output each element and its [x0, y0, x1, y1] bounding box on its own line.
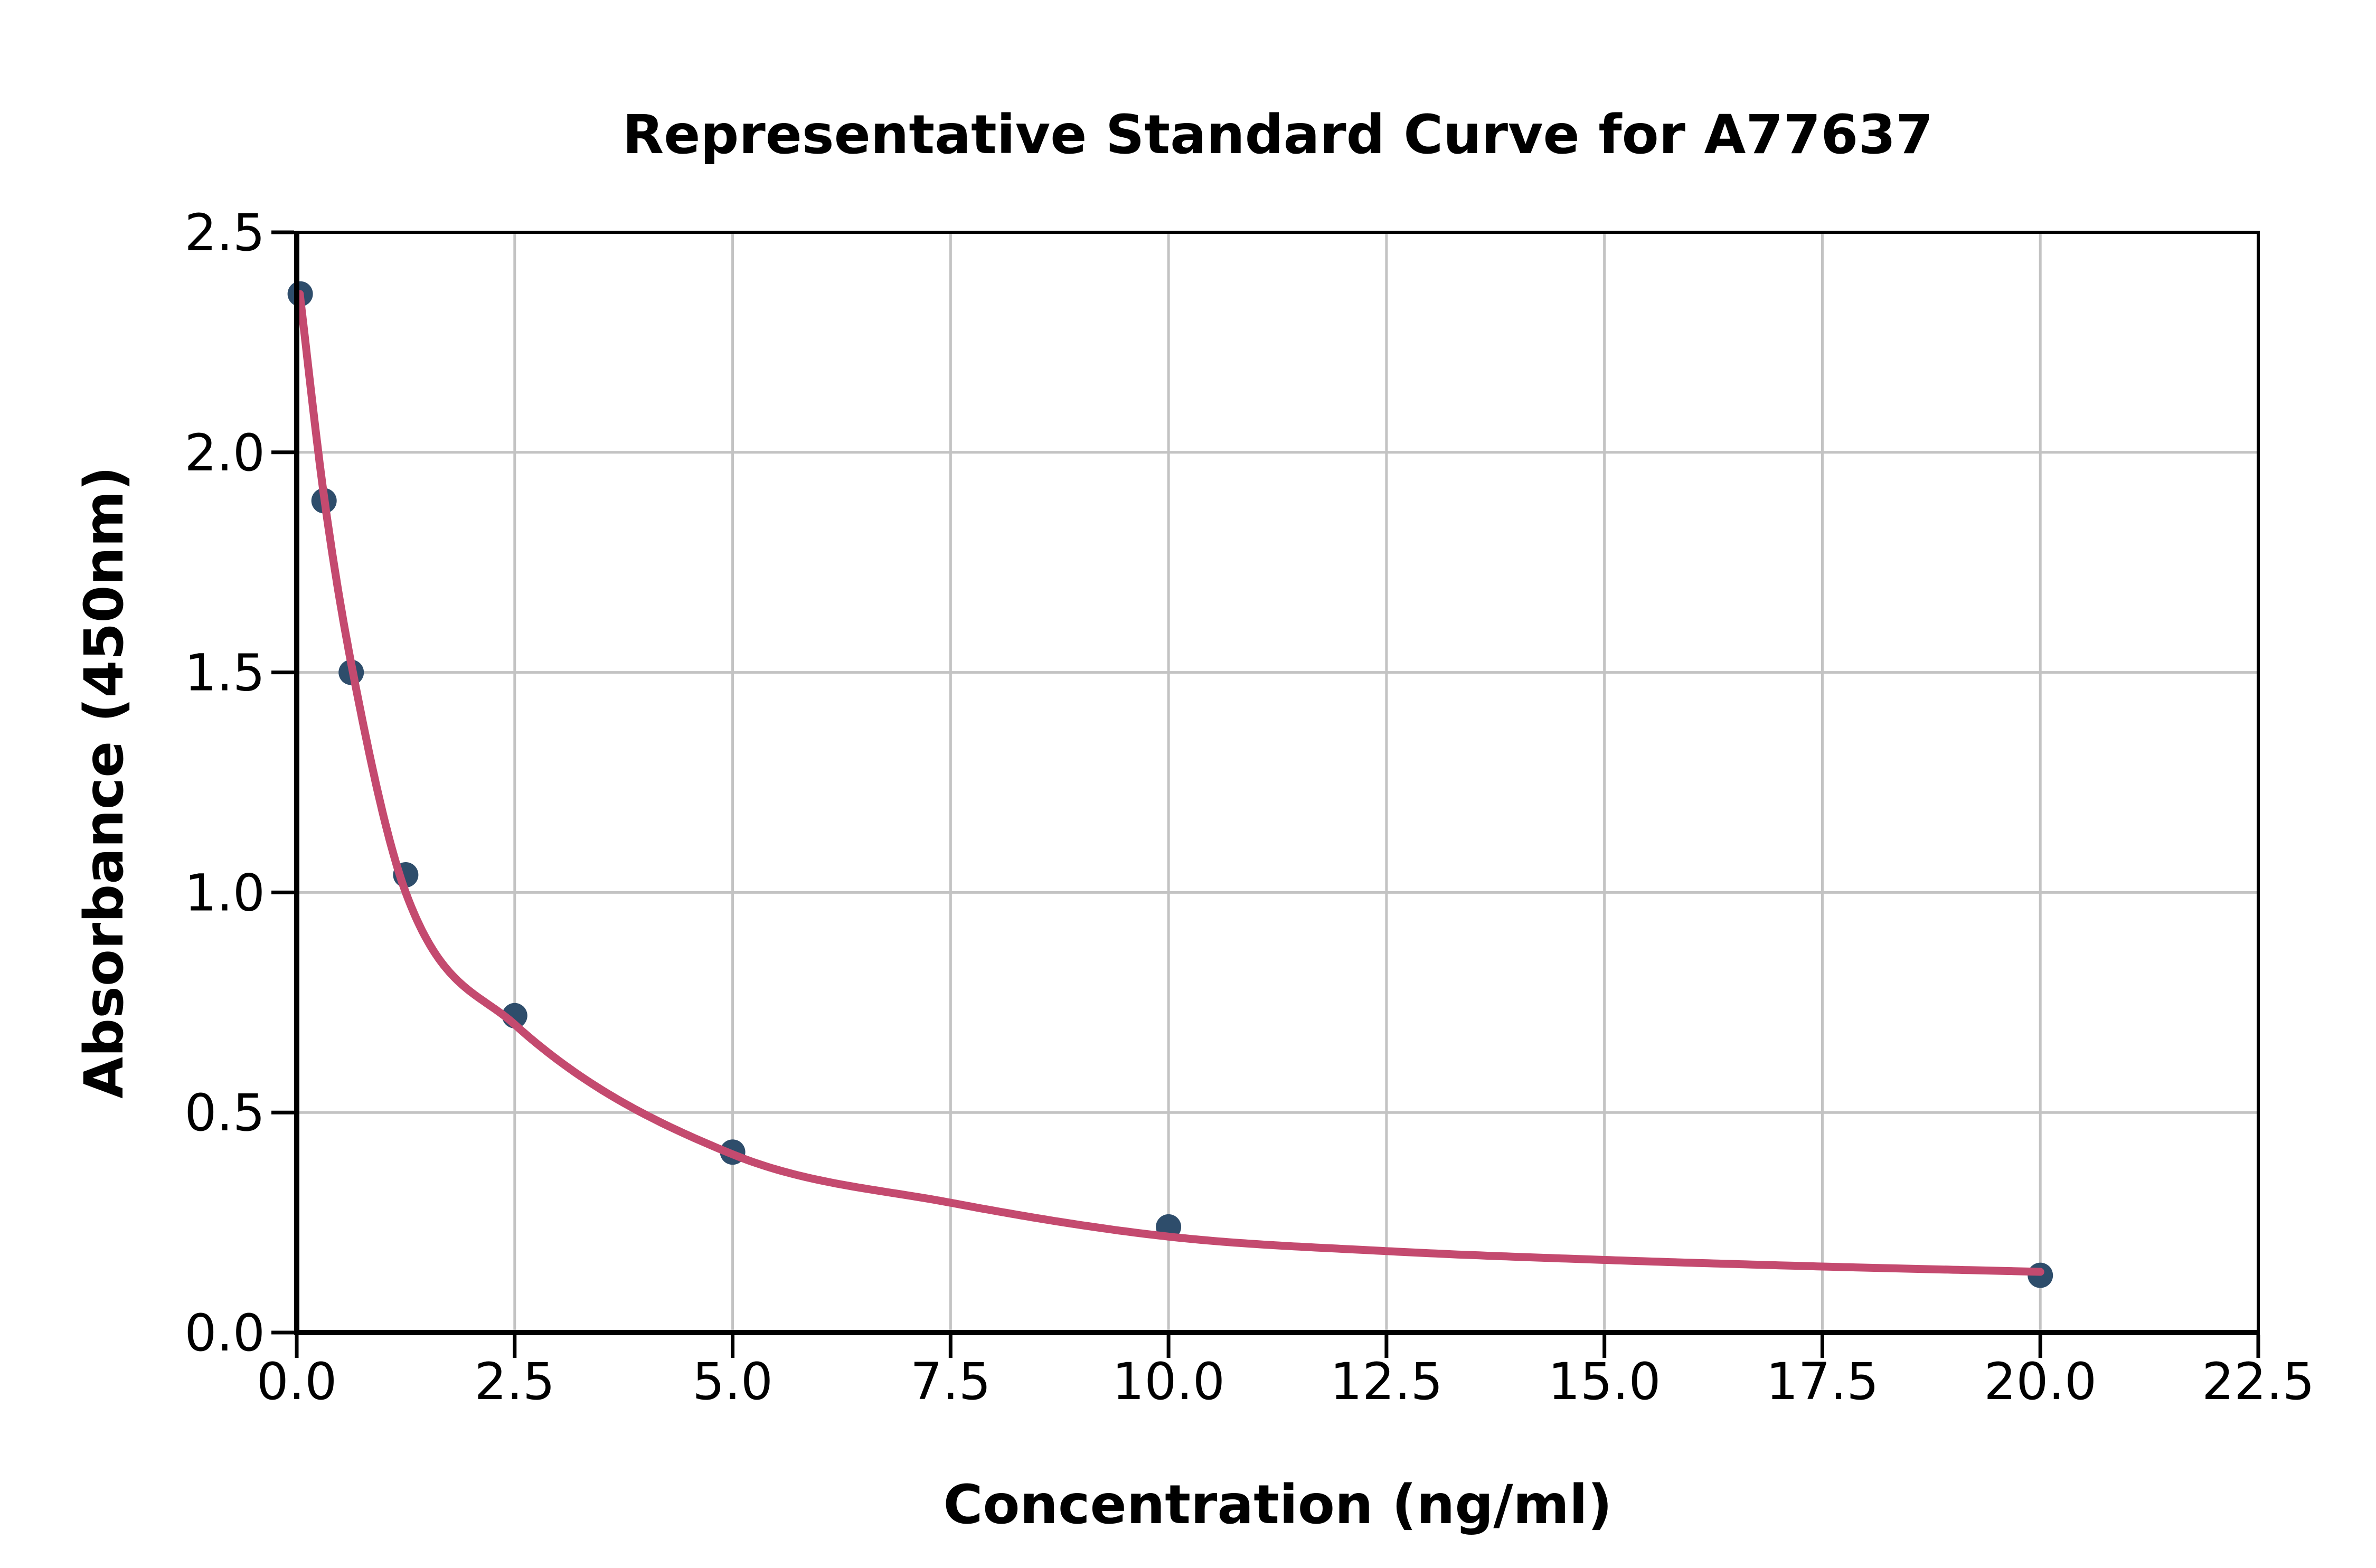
x-tick-labels: 0.0 2.5 5.0 7.5 10.0 12.5 15.0 17.5 20.0 22.5: [257, 1352, 2315, 1411]
x-tick-label: 17.5: [1766, 1352, 1879, 1411]
y-tick-label: 2.5: [184, 203, 265, 262]
x-tick-label: 20.0: [1984, 1352, 2097, 1411]
y-tick-label: 1.0: [184, 863, 265, 922]
x-tick-label: 22.5: [2202, 1352, 2315, 1411]
x-tick-label: 5.0: [692, 1352, 773, 1411]
tick-marks: [271, 230, 2260, 1358]
y-tick-labels: 0.0 0.5 1.0 1.5 2.0 2.5: [184, 203, 265, 1363]
x-tick-label: 2.5: [474, 1352, 555, 1411]
y-tick-label: 0.0: [184, 1303, 265, 1363]
x-tick-label: 12.5: [1330, 1352, 1443, 1411]
gridlines: [297, 232, 2258, 1333]
y-tick-label: 2.0: [184, 423, 265, 483]
x-tick-label: 0.0: [257, 1352, 337, 1411]
x-tick-label: 10.0: [1112, 1352, 1225, 1411]
fit-curve-line: [296, 290, 2044, 1276]
y-tick-label: 0.5: [184, 1083, 265, 1142]
x-tick-label: 7.5: [910, 1352, 991, 1411]
x-tick-label: 15.0: [1548, 1352, 1661, 1411]
x-axis-label: Concentration (ng/ml): [944, 1473, 1613, 1536]
chart-title: Representative Standard Curve for A77637: [623, 103, 1934, 166]
y-tick-label: 1.5: [184, 644, 265, 703]
y-axis-label: Absorbance (450nm): [73, 466, 136, 1099]
axes-spines: [294, 231, 2260, 1335]
